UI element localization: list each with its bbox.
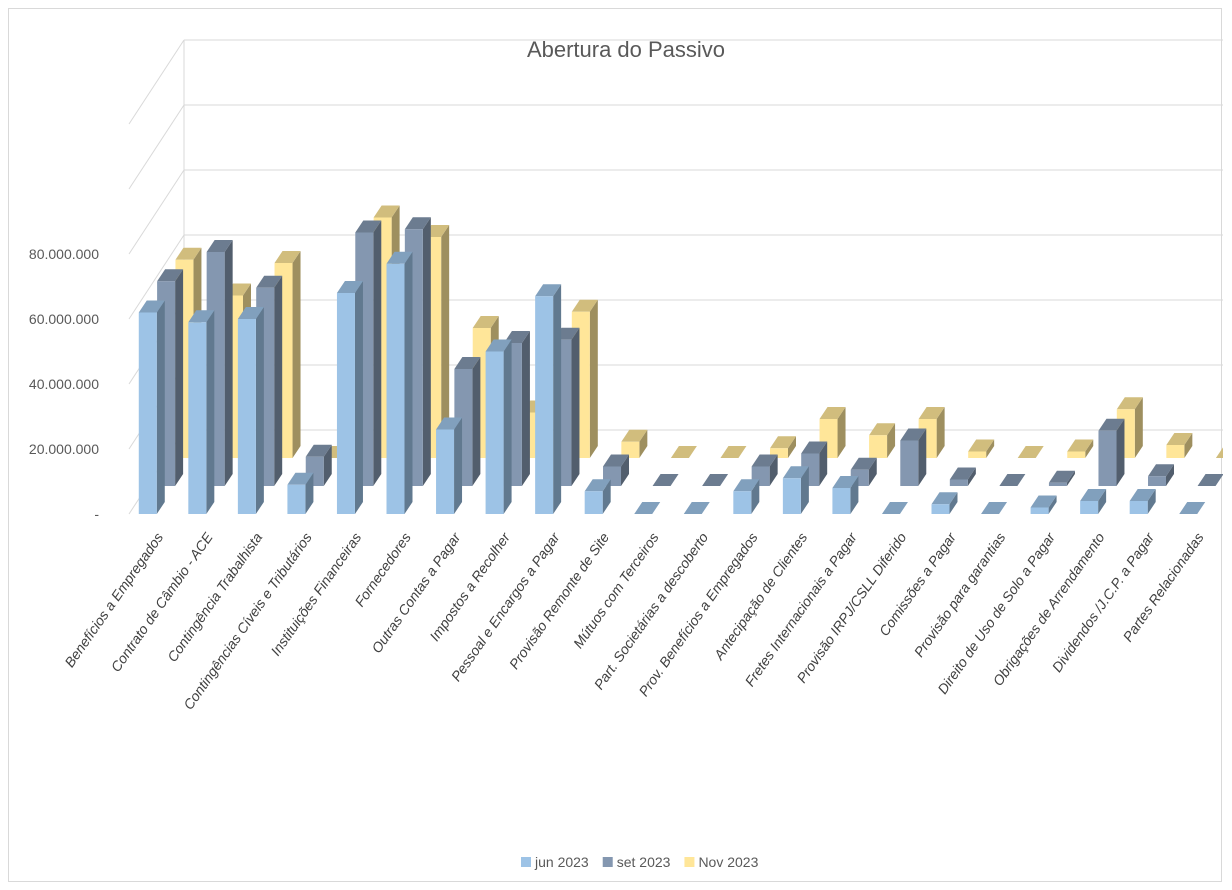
y-tick-label: 20.000.000 [29,441,99,457]
legend: jun 2023 set 2023 Nov 2023 [521,854,759,870]
x-tick-label: Benefícios a Empregados [61,530,166,671]
legend-label: jun 2023 [534,854,589,870]
x-tick-label: Outras Contas a Pagar [368,528,464,656]
bar [535,284,562,514]
bar [720,446,747,458]
bar [1080,489,1107,514]
y-tick-label: 80.000.000 [29,246,99,262]
bar [751,454,778,486]
bar [621,429,648,458]
bar [949,467,976,486]
bar [769,436,796,458]
chart-title: Abertura do Passivo [527,37,725,62]
bar [584,479,611,514]
bar [1048,470,1075,486]
x-tick-label: Antecipação de Clientes [710,530,810,664]
bar [1030,495,1057,514]
gridline-side [128,234,185,320]
x-tick-label: Contrato de Câmbio - ACE [107,529,216,675]
y-tick-label: 40.000.000 [29,376,99,392]
bar [386,251,413,514]
bar [652,474,679,486]
legend-swatch [602,857,613,867]
bar [1166,433,1193,458]
legend-swatch [521,857,531,867]
x-tick-label: Contingência Trabalhista [164,529,265,664]
gridline-side [128,104,185,190]
x-tick-label: Provisão Remonte de Site [506,529,613,672]
bar [1098,418,1125,486]
legend-swatch [684,857,695,867]
legend-item: jun 2023 [521,854,589,870]
bar [1215,447,1223,458]
bar [999,474,1026,486]
y-tick-label: 60.000.000 [29,311,99,327]
bar [733,479,760,514]
bar [485,339,512,514]
bar [237,307,264,514]
bar [968,439,995,458]
gridline-side [128,169,185,255]
series-set-2023 [157,217,1223,486]
gridline-side [128,39,185,125]
bar [1179,502,1206,514]
bar [931,492,958,514]
x-tick-label: Instituições Financeiras [267,530,364,659]
bar [881,502,908,514]
x-tick-label: Dividendos /J.C.P. a Pagar [1049,528,1158,674]
series-jun-2023 [138,251,1206,514]
bar [1148,464,1175,486]
bar [287,472,314,514]
bar [436,417,463,514]
bar [1197,474,1223,486]
legend-label: Nov 2023 [698,854,758,870]
legend-item: set 2023 [602,854,671,870]
x-tick-label: Mútuos com Terceiros [570,530,662,652]
bar [336,281,363,514]
bar [782,466,809,514]
bar [1017,446,1044,458]
bar [683,502,710,514]
bar [1129,489,1156,514]
bar [702,474,729,486]
series-nov-2023 [175,205,1223,458]
x-tick-label: Provisão para garantias [911,530,1009,660]
legend-label: set 2023 [617,854,671,870]
bar [1067,439,1094,458]
bars [138,205,1223,514]
chart-frame: Abertura do Passivo - 20.000.000 40.000.00… [8,8,1223,882]
chart-svg: Abertura do Passivo - 20.000.000 40.000.00… [29,37,1223,870]
bar [138,300,165,514]
y-axis-ticks: - 20.000.000 40.000.000 60.000.000 80.000.00… [29,246,99,522]
bar [900,428,927,486]
bar [188,310,215,514]
bar [981,502,1008,514]
bar [869,423,896,458]
y-tick-label: - [94,506,99,522]
bar [832,476,859,514]
legend-item: Nov 2023 [684,854,759,870]
bar [634,502,661,514]
bar [670,446,697,458]
